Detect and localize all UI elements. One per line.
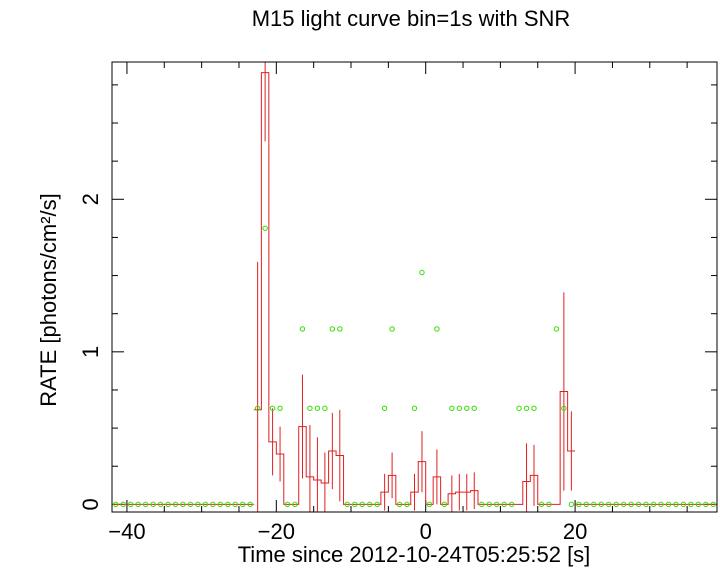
y-tick-label: 2: [78, 193, 103, 205]
snr-point: [329, 326, 336, 332]
snr-point: [247, 501, 253, 508]
snr-point: [553, 326, 560, 332]
snr-point: [426, 501, 433, 508]
snr-point: [598, 501, 604, 508]
snr-point: [381, 405, 388, 411]
snr-point: [277, 405, 283, 411]
snr-point: [284, 501, 291, 508]
snr-point: [217, 501, 224, 508]
snr-point: [493, 501, 500, 508]
y-tick-label: 1: [78, 346, 103, 358]
rate-series: [112, 62, 717, 512]
snr-point: [195, 501, 201, 508]
y-axis-label: RATE [photons/cm²/s]: [36, 193, 61, 407]
x-tick-label: −40: [108, 519, 145, 544]
x-tick-label: −20: [258, 519, 295, 544]
snr-point: [262, 225, 268, 231]
snr-point: [120, 501, 126, 508]
snr-point: [142, 501, 149, 508]
snr-point: [628, 501, 634, 508]
snr-point: [665, 501, 672, 508]
snr-point: [441, 501, 448, 508]
axis-ticks: [112, 62, 717, 512]
snr-point: [523, 405, 530, 411]
snr-point: [307, 405, 313, 411]
snr-point: [172, 501, 179, 508]
snr-point: [568, 501, 575, 508]
snr-point: [292, 501, 298, 508]
snr-point: [516, 405, 522, 411]
snr-point: [240, 501, 246, 508]
snr-series: [113, 225, 716, 508]
snr-point: [344, 501, 350, 508]
chart-title: M15 light curve bin=1s with SNR: [252, 6, 571, 31]
snr-point: [531, 405, 537, 411]
snr-point: [225, 501, 231, 508]
snr-point: [180, 501, 186, 508]
snr-point: [605, 501, 612, 508]
snr-point: [254, 405, 261, 411]
y-tick-label: 0: [78, 498, 103, 510]
snr-point: [620, 501, 627, 508]
snr-point: [710, 501, 716, 508]
snr-point: [703, 501, 709, 508]
snr-point: [150, 501, 156, 508]
snr-point: [404, 501, 410, 508]
snr-point: [419, 269, 425, 276]
snr-point: [374, 501, 380, 508]
snr-point: [695, 501, 702, 508]
snr-point: [576, 501, 582, 508]
x-tick-label: 0: [420, 519, 432, 544]
snr-point: [135, 501, 141, 508]
snr-point: [546, 501, 552, 508]
snr-point: [202, 501, 209, 508]
snr-point: [613, 501, 619, 508]
snr-point: [299, 326, 306, 332]
snr-point: [127, 501, 134, 508]
snr-point: [643, 501, 649, 508]
snr-point: [359, 501, 365, 508]
x-tick-label: 20: [563, 519, 587, 544]
snr-point: [314, 405, 321, 411]
snr-point: [352, 501, 358, 508]
snr-point: [232, 501, 238, 508]
snr-point: [508, 501, 515, 508]
snr-point: [434, 326, 440, 332]
snr-point: [688, 501, 694, 508]
snr-point: [113, 501, 119, 508]
x-axis-label: Time since 2012-10-24T05:25:52 [s]: [238, 542, 591, 567]
snr-point: [269, 405, 276, 411]
snr-point: [464, 405, 470, 411]
snr-point: [486, 501, 492, 508]
tick-labels: −40 −20 0 20 0 1 2: [78, 193, 587, 544]
snr-point: [538, 501, 545, 508]
snr-point: [337, 326, 343, 332]
snr-point: [389, 326, 395, 332]
snr-point: [658, 501, 664, 508]
snr-point: [165, 501, 171, 508]
snr-point: [479, 501, 485, 508]
snr-point: [411, 405, 418, 411]
snr-point: [680, 501, 687, 508]
snr-point: [650, 501, 657, 508]
rate-step-line: [253, 72, 576, 505]
snr-point: [471, 405, 477, 411]
snr-point: [456, 405, 463, 411]
snr-point: [583, 501, 589, 508]
snr-point: [187, 501, 194, 508]
snr-point: [322, 405, 328, 411]
snr-point: [673, 501, 679, 508]
plot-frame: [111, 61, 718, 513]
snr-point: [591, 501, 597, 508]
snr-point: [561, 405, 567, 411]
snr-point: [210, 501, 216, 508]
snr-point: [157, 501, 164, 508]
snr-point: [366, 501, 373, 508]
snr-point: [396, 501, 403, 508]
snr-point: [635, 501, 642, 508]
snr-point: [449, 405, 455, 411]
snr-point: [501, 501, 507, 508]
